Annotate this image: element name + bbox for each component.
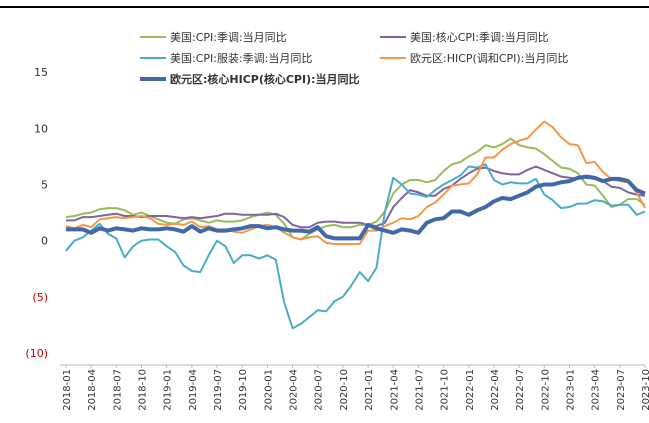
x-tick-label: 2020-04 [289,369,300,411]
legend-label: 美国:核心CPI:季调:当月同比 [410,30,549,44]
x-tick-label: 2018-07 [112,369,123,411]
y-tick-label: 10 [34,122,48,135]
y-tick-label: (10) [25,347,48,360]
x-tick-label: 2021-10 [440,369,451,411]
y-tick-label: 15 [34,66,48,79]
legend-label: 欧元区:核心HICP(核心CPI):当月同比 [170,72,360,86]
x-tick-label: 2018-01 [62,369,73,411]
legend-label: 欧元区:HICP(调和CPI):当月同比 [410,51,568,65]
y-tick-label: 5 [41,179,48,192]
x-tick-label: 2023-01 [565,369,576,411]
x-tick-label: 2022-10 [540,369,551,411]
x-tick-label: 2023-10 [641,369,649,411]
x-tick-label: 2022-07 [515,369,526,411]
series-line [66,174,646,241]
x-tick-label: 2019-07 [213,369,224,411]
series-line [65,120,646,245]
series-line [65,163,646,330]
x-tick-label: 2020-01 [263,369,274,411]
y-tick-label: 0 [41,235,48,248]
legend-label: 美国:CPI:服装:季调:当月同比 [170,51,312,65]
x-tick-label: 2021-07 [414,369,425,411]
x-tick-label: 2019-10 [238,369,249,411]
x-tick-label: 2021-04 [389,369,400,411]
legend-label: 美国:CPI:季调:当月同比 [170,30,287,44]
x-tick-label: 2019-01 [163,369,174,411]
x-tick-label: 2022-01 [465,369,476,411]
x-tick-label: 2020-07 [314,369,325,411]
x-tick-label: 2018-04 [87,369,98,411]
x-tick-label: 2022-04 [490,369,501,411]
x-tick-label: 2021-01 [364,369,375,411]
series-line [65,137,646,241]
series-line [66,165,646,229]
x-tick-label: 2018-10 [138,369,149,411]
x-tick-label: 2023-07 [616,369,627,411]
x-tick-label: 2020-10 [339,369,350,411]
y-tick-label: (5) [32,291,48,304]
x-tick-label: 2019-04 [188,369,199,411]
x-tick-label: 2023-04 [591,369,602,411]
